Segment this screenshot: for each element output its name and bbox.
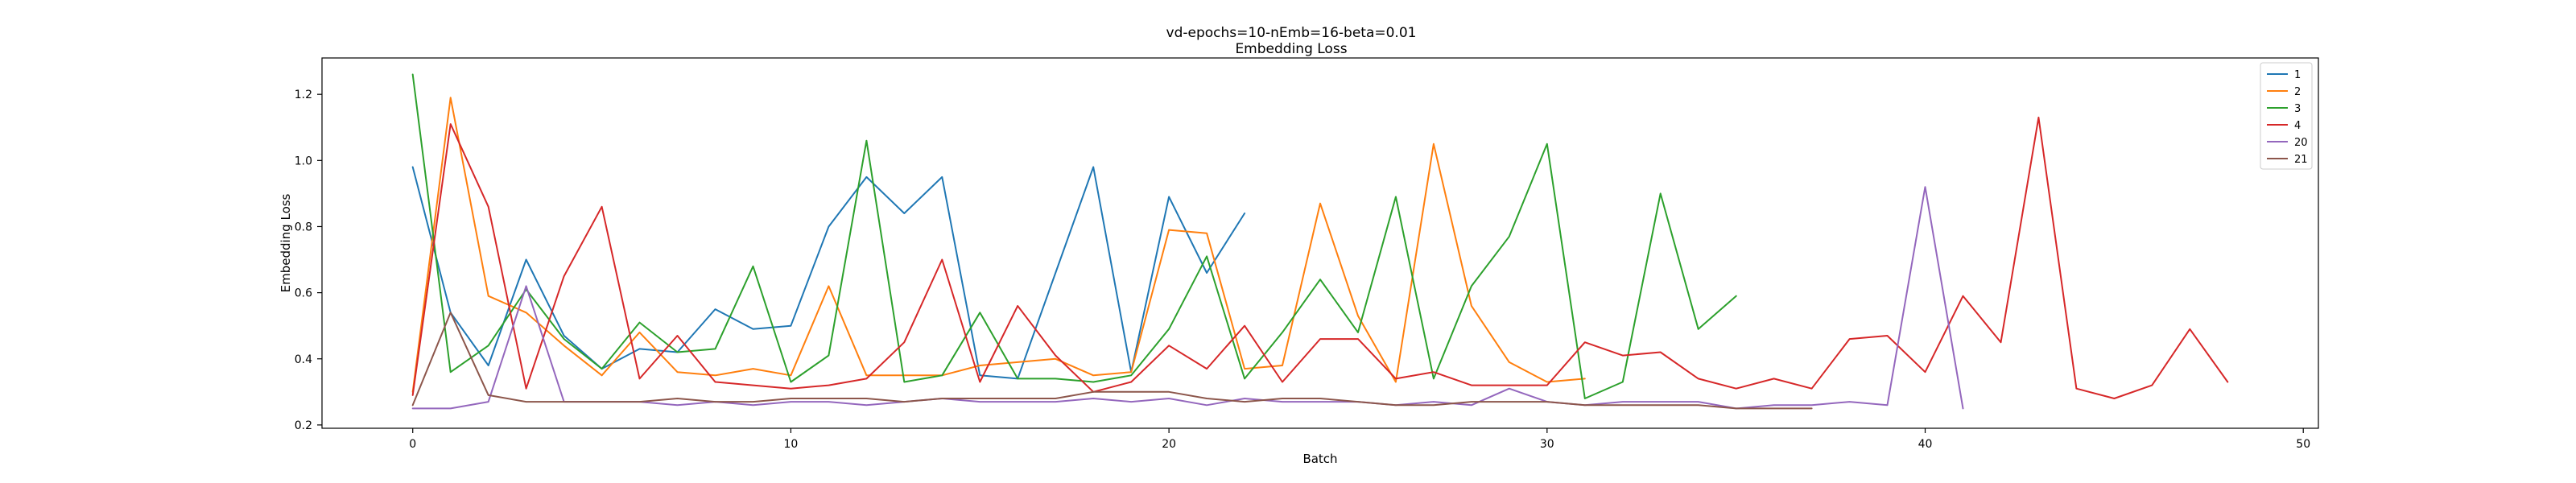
series-line-4 [411,116,2229,399]
series-layer [411,73,2229,410]
legend: 1 2 3 4 20 21 [2260,62,2313,170]
series-line-21 [411,312,1813,410]
legend-label-2: 2 [2294,86,2301,98]
series-line-1 [411,166,1246,380]
chart-title: vd-epochs=10-nEmb=16-beta=0.01 [1166,25,1417,41]
y-tick-label: 0.6 [295,287,312,300]
series-line-20 [411,186,1964,410]
x-tick-label: 20 [1162,438,1176,451]
x-tick-label: 30 [1540,438,1554,451]
y-tick-label: 0.2 [295,419,312,432]
y-tick-label: 1.2 [295,89,312,101]
y-tick-label: 0.8 [295,221,312,233]
x-axis-label: Batch [1302,452,1337,466]
y-axis-ticks: 0.2 0.4 0.6 0.8 1.0 1.2 [295,89,322,432]
legend-label-20: 20 [2294,137,2308,149]
x-tick-label: 50 [2296,438,2310,451]
y-tick-label: 1.0 [295,155,312,167]
legend-label-3: 3 [2294,103,2301,115]
legend-label-21: 21 [2294,154,2308,166]
x-tick-label: 0 [409,438,416,451]
series-line-2 [411,97,1586,393]
y-axis-label: Embedding Loss [279,193,293,292]
x-axis-ticks: 0 10 20 30 40 50 [409,428,2310,451]
plot-area: 0 10 20 30 40 50 0.2 0.4 0.6 0.8 1.0 1.2 [295,57,2319,451]
legend-label-1: 1 [2294,69,2301,81]
x-tick-label: 10 [784,438,799,451]
chart-subtitle: Embedding Loss [1235,41,1347,57]
x-tick-label: 40 [1918,438,1933,451]
legend-label-4: 4 [2294,120,2301,132]
series-line-3 [411,73,1737,399]
y-tick-label: 0.4 [295,353,312,366]
plot-frame [321,57,2319,429]
legend-items: 1 2 3 4 20 21 [2267,69,2308,166]
